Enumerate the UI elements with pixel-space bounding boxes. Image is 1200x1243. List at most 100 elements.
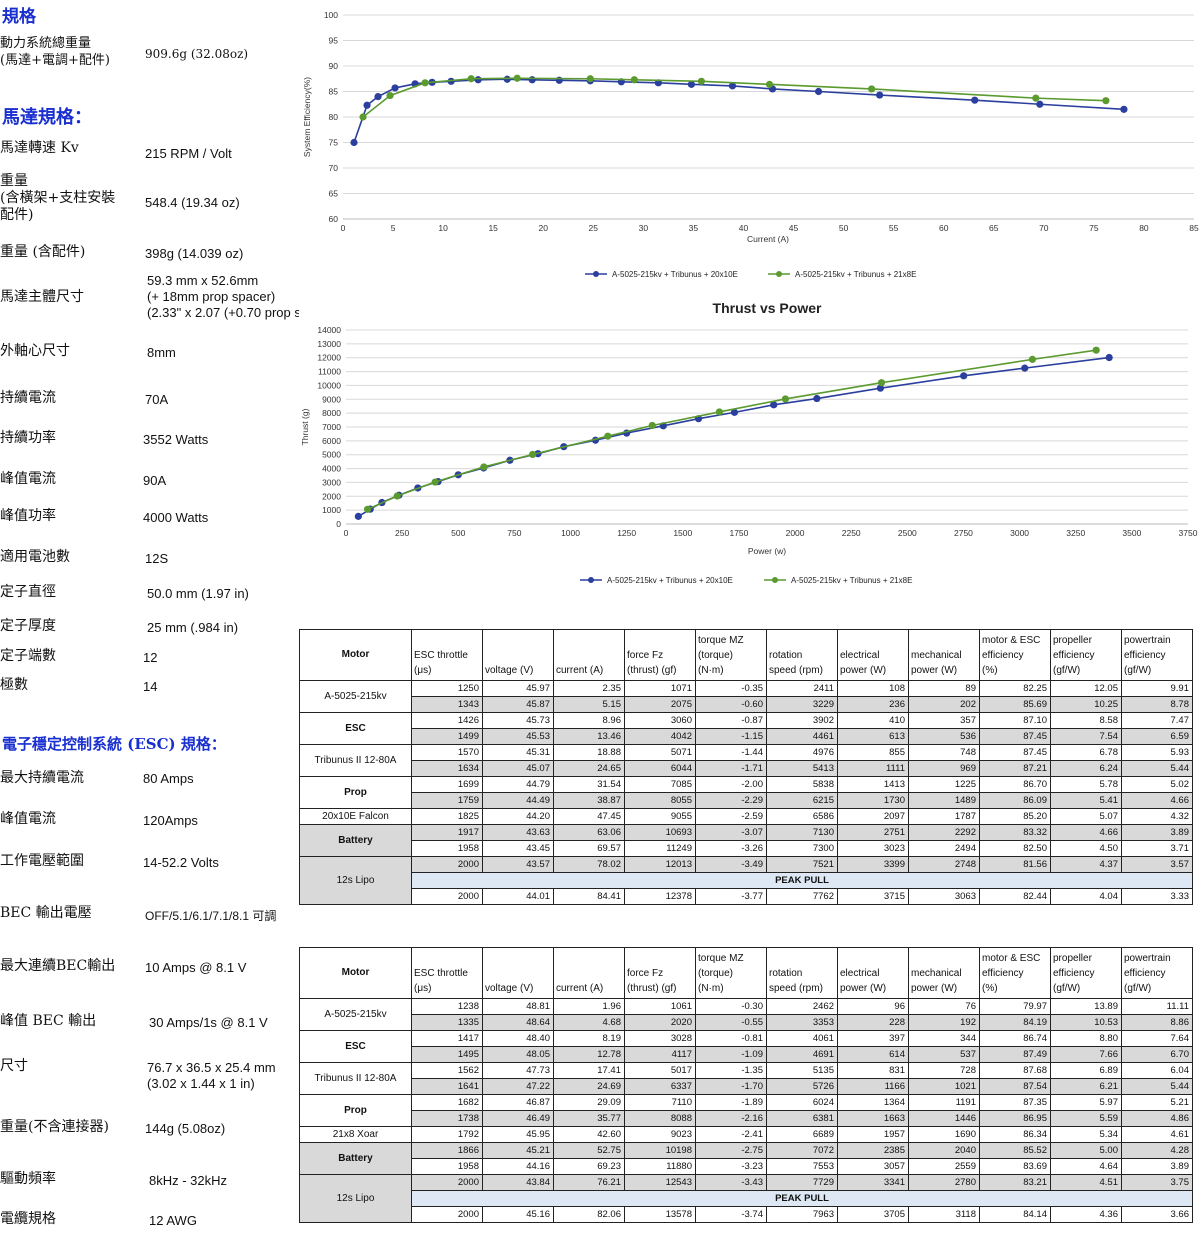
table-cell: 13578: [624, 1206, 696, 1223]
table-cell: 46.87: [482, 1094, 554, 1111]
esc-spec-label: 最大連續BEC輸出: [0, 958, 116, 974]
table-cell: 43.45: [482, 840, 554, 857]
table-row: Battery 1866 45.21 52.75 10198 -2.75 7072 2385 2…: [299, 1142, 1193, 1175]
x-tick-label: 65: [989, 223, 999, 233]
x-tick-label: 5: [391, 223, 396, 233]
data-point: [393, 492, 401, 500]
table-cell: 3902: [766, 712, 838, 729]
table-cell: 8055: [624, 792, 696, 809]
x-tick-label: 40: [739, 223, 749, 233]
data-point: [1032, 94, 1040, 102]
table-cell: 5.07: [1050, 808, 1122, 825]
series-line: [357, 356, 1110, 518]
data-point: [876, 91, 884, 99]
motor-spec-value: 90A: [143, 473, 167, 488]
motor-spec-label: 定子厚度: [0, 618, 56, 634]
table-cell: -2.41: [695, 1126, 767, 1143]
table-cell: 108: [837, 680, 909, 697]
table-cell: 4.51: [1050, 1174, 1122, 1191]
table-row-label: Tribunus II 12-80A: [299, 1062, 412, 1095]
peak-pull-row: PEAK PULL: [300, 1190, 1193, 1207]
table-cell: 89: [908, 680, 980, 697]
y-tick-label: 6000: [322, 436, 341, 446]
table-cell: 2000: [411, 1174, 483, 1191]
x-tick-label: 45: [789, 223, 799, 233]
data-point: [687, 80, 696, 88]
table-header-cell: powertrain efficiency (gf/W): [1121, 629, 1193, 681]
esc-spec-label: 電纜規格: [0, 1211, 56, 1227]
motor-spec-label: 重量 (含橫架+支柱安裝 配件): [0, 173, 116, 223]
table-cell: -2.16: [695, 1110, 767, 1127]
table-cell: 5726: [766, 1078, 838, 1095]
spec-panel: 規格 動力系統總重量 (馬達+電調+配件) 909.6g (32.08oz) 馬…: [0, 0, 299, 1243]
table-cell: 7.54: [1050, 728, 1122, 745]
data-point: [1105, 353, 1113, 362]
table-cell: 1225: [908, 776, 980, 793]
table-cell: 96: [837, 998, 909, 1015]
table-cell: 3118: [908, 1206, 980, 1223]
motor-spec-label: 峰值電流: [0, 471, 56, 487]
table-row-label: A-5025-215kv: [299, 680, 412, 713]
table-cell: 8.96: [553, 712, 625, 729]
table-cell: 1250: [411, 680, 483, 697]
table-cell: 4042: [624, 728, 696, 745]
motor-spec-heading: 馬達規格：: [2, 107, 92, 128]
table-cell: 4117: [624, 1046, 696, 1063]
esc-spec-value: 80 Amps: [143, 771, 194, 786]
table-cell: 2462: [766, 998, 838, 1015]
table-cell: 9.91: [1121, 680, 1193, 697]
y-tick-label: 75: [329, 138, 339, 148]
esc-spec-value: OFF/5.1/6.1/7.1/8.1 可調: [145, 909, 277, 923]
table-cell: 6.24: [1050, 760, 1122, 777]
table-cell: 3023: [837, 840, 909, 857]
data-table-20x10e: Motor ESC throttle (μs) voltage (V) current…: [299, 629, 1193, 905]
table-cell: 614: [837, 1046, 909, 1063]
table-cell: 1166: [837, 1078, 909, 1095]
table-cell: 24.69: [553, 1078, 625, 1095]
table-row-label: Battery: [299, 824, 412, 857]
table-cell: 13.46: [553, 728, 625, 745]
table-cell: 29.09: [553, 1094, 625, 1111]
table-row-label: Prop: [299, 776, 412, 809]
x-tick-label: 30: [639, 223, 649, 233]
table-cell: 5.93: [1121, 744, 1193, 761]
data-point: [630, 76, 638, 84]
motor-spec-label: 定子端數: [0, 648, 56, 664]
table-cell: 82.44: [979, 888, 1051, 905]
table-cell: 3399: [837, 856, 909, 873]
table-cell: 1730: [837, 792, 909, 809]
table-cell: 2559: [908, 1158, 980, 1175]
x-tick-label: 500: [451, 528, 465, 538]
x-tick-label: 70: [1039, 223, 1049, 233]
table-cell: 86.09: [979, 792, 1051, 809]
table-cell: 83.21: [979, 1174, 1051, 1191]
table-cell: 2097: [837, 808, 909, 825]
table-header-cell: voltage (V): [482, 947, 554, 999]
data-point: [1102, 97, 1110, 105]
table-cell: 47.73: [482, 1062, 554, 1079]
table-cell: 18.88: [553, 744, 625, 761]
table-cell: 6586: [766, 808, 838, 825]
table-row: Tribunus II 12-80A 1570 45.31 18.88 5071 -1.4…: [299, 744, 1193, 777]
table-cell: 1759: [411, 792, 483, 809]
table-row: 1499 45.53 13.46 4042 -1.15 4461 613 536 87.45 7.…: [300, 728, 1193, 745]
legend-label: A-5025-215kv + Tribunus + 20x10E: [612, 270, 738, 279]
thrust-chart-svg: Thrust vs Power0100020003000400050006000…: [300, 300, 1198, 585]
table-cell: 83.69: [979, 1158, 1051, 1175]
table-cell: 82.50: [979, 840, 1051, 857]
y-tick-label: 7000: [322, 422, 341, 432]
y-tick-label: 8000: [322, 408, 341, 418]
table-cell: 5.02: [1121, 776, 1193, 793]
table-cell: 7.64: [1121, 1030, 1193, 1047]
table-cell: -0.87: [695, 712, 767, 729]
table-row-label: Battery: [299, 1142, 412, 1175]
table-cell: 6337: [624, 1078, 696, 1095]
data-point: [363, 505, 372, 513]
y-tick-label: 10000: [317, 380, 341, 390]
table-cell: 7300: [766, 840, 838, 857]
series-line: [367, 349, 1097, 511]
table-cell: 1957: [837, 1126, 909, 1143]
legend-label: A-5025-215kv + Tribunus + 21x8E: [795, 270, 916, 279]
table-cell: 12.78: [553, 1046, 625, 1063]
table-cell: 4.66: [1121, 792, 1193, 809]
